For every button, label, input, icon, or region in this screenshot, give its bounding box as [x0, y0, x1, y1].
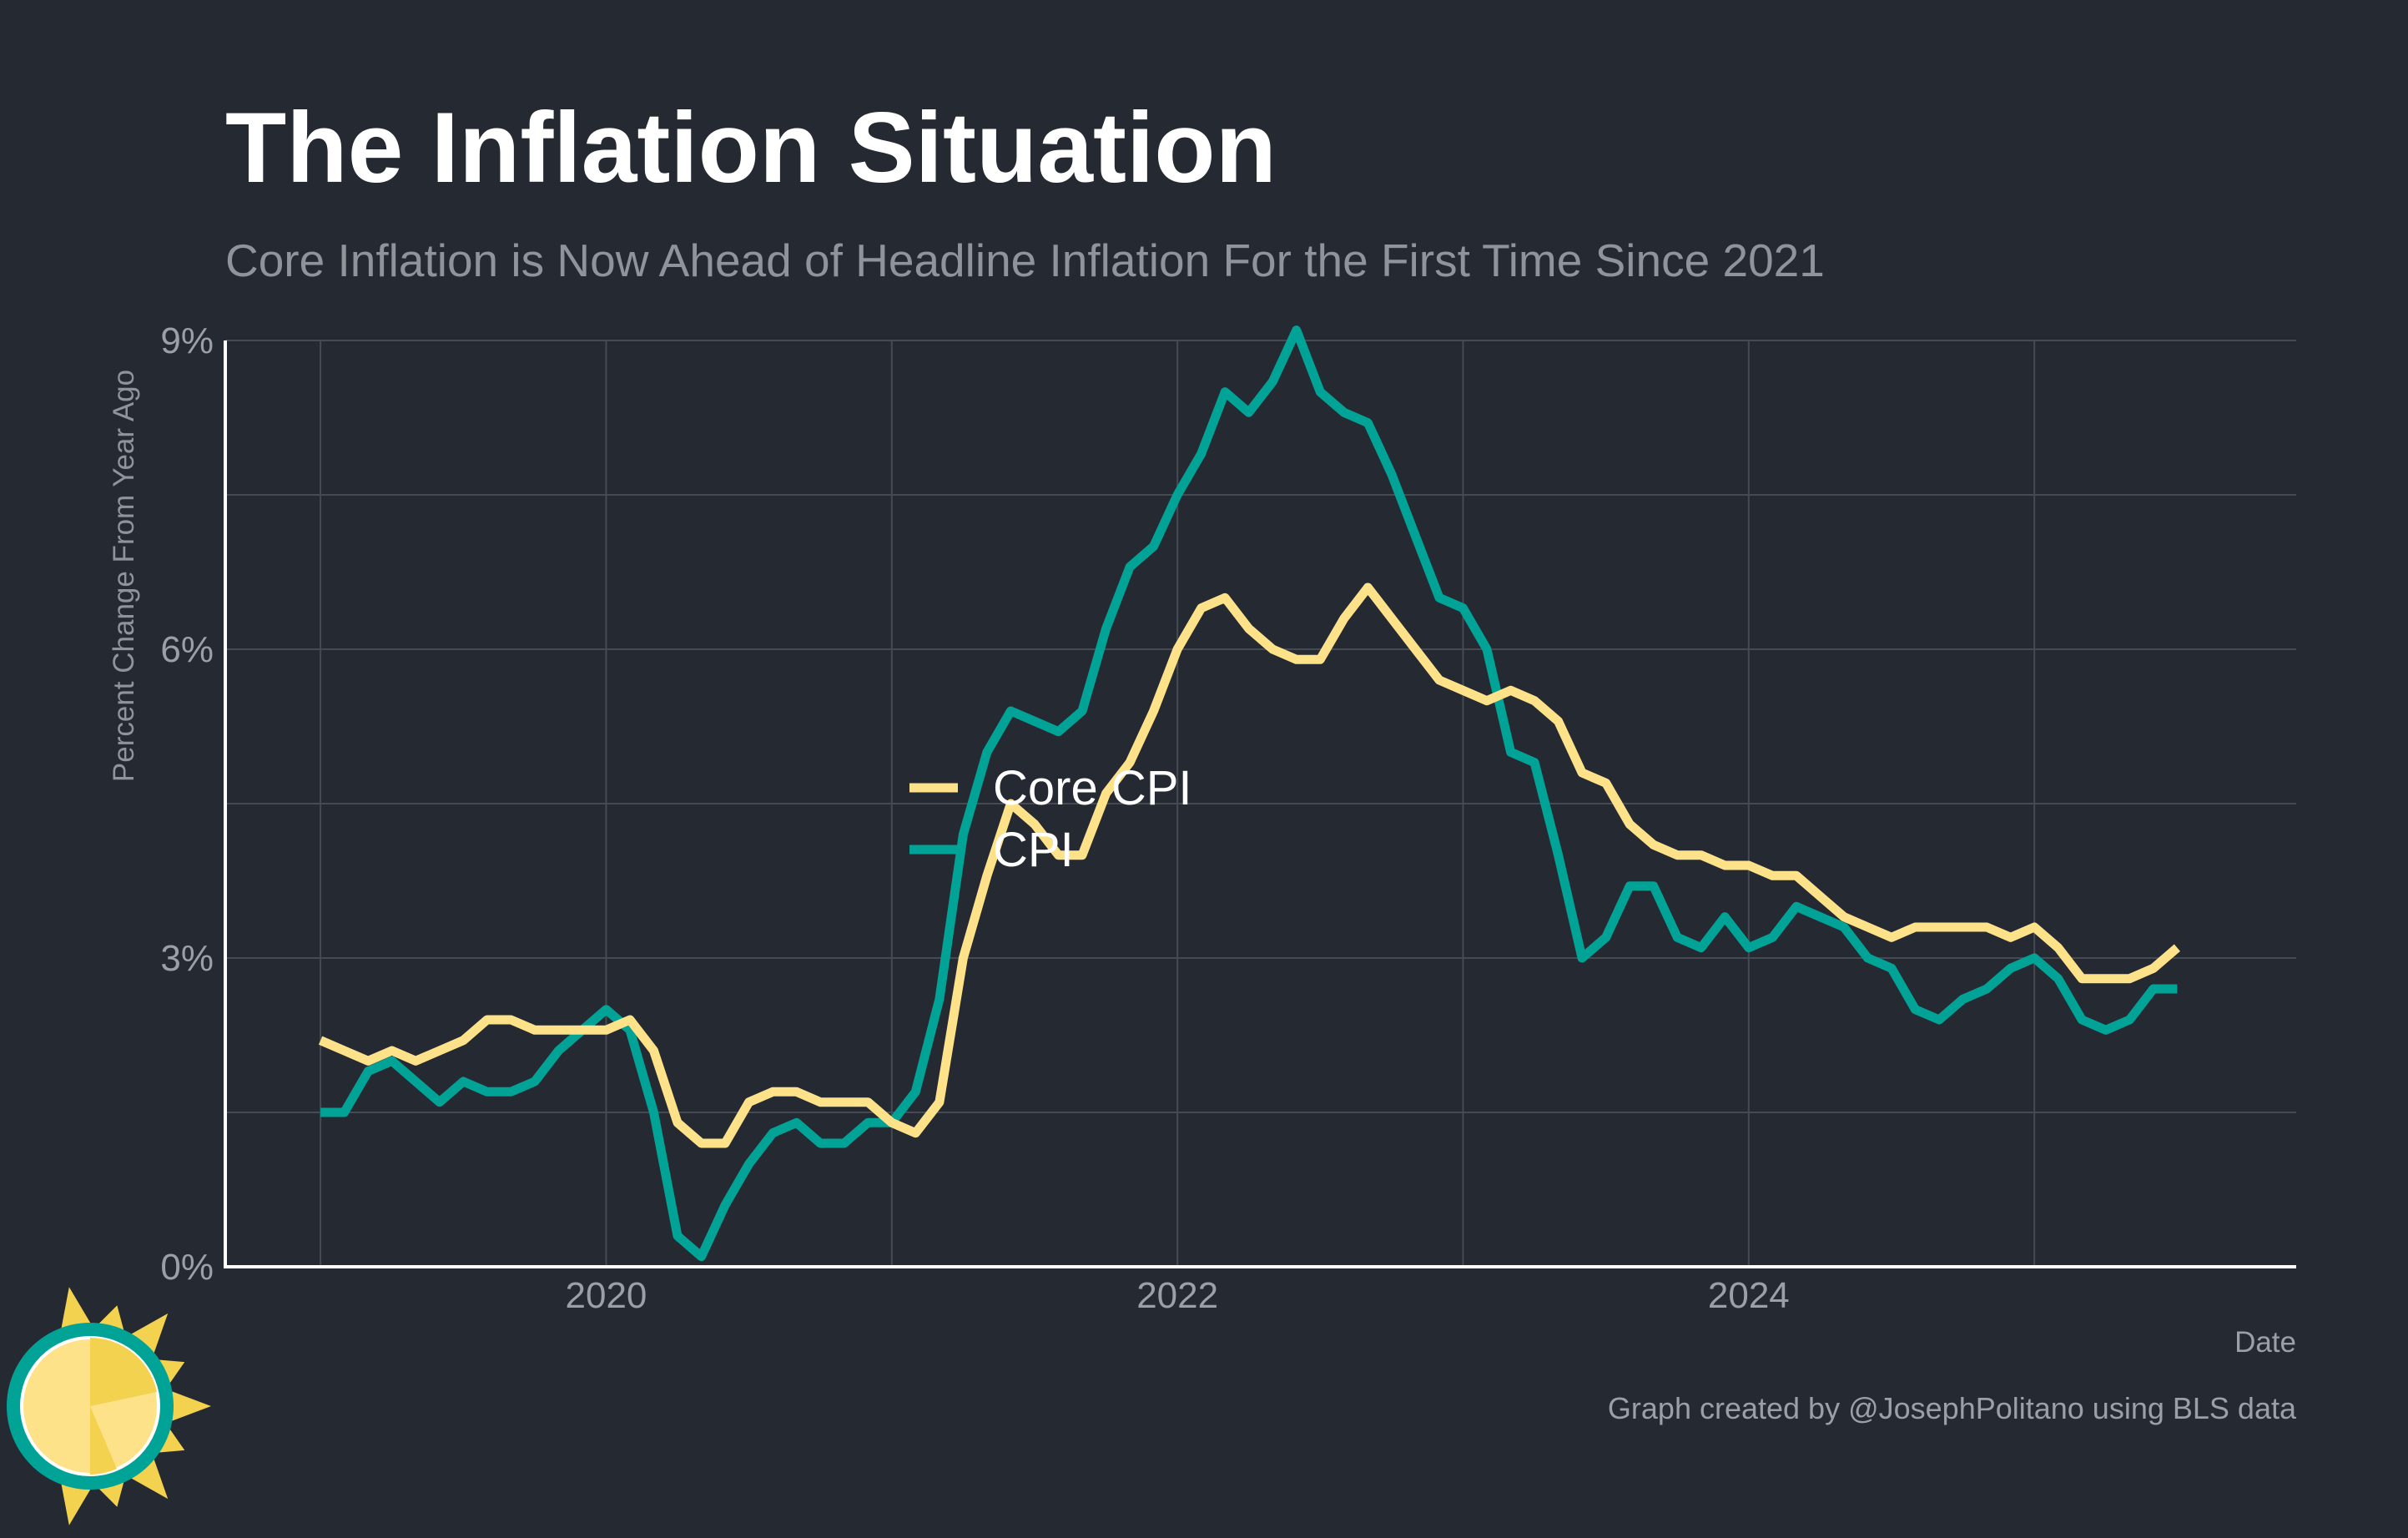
x-tick-label: 2020 [566, 1275, 647, 1316]
y-axis-label: Percent Change From Year Ago [108, 370, 140, 782]
x-axis-label: Date [2234, 1326, 2296, 1359]
tick-labels: 0% 3% 6% 9% 2020 2022 2024 [160, 320, 1789, 1316]
series-line-core-cpi [318, 582, 2180, 1148]
x-tick-label: 2024 [1708, 1275, 1790, 1316]
series-line-cpi [320, 325, 2178, 1262]
y-tick-label: 3% [160, 938, 214, 979]
legend: Core CPI CPI [909, 761, 1192, 877]
sun-ray [163, 1388, 211, 1425]
y-tick-label: 6% [160, 629, 214, 670]
sun-ray [123, 1450, 169, 1500]
chart-subtitle: Core Inflation is Now Ahead of Headline … [225, 234, 1825, 286]
chart-caption: Graph created by @JosephPolitano using B… [1608, 1391, 2297, 1425]
sun-icon [7, 1287, 211, 1525]
series-lines [318, 325, 2180, 1262]
axes [224, 340, 2296, 1268]
legend-label-core-cpi: Core CPI [993, 761, 1192, 815]
sun-ray [123, 1313, 169, 1363]
chart-title: The Inflation Situation [225, 92, 1277, 204]
y-tick-label: 0% [160, 1247, 214, 1288]
x-tick-label: 2022 [1136, 1275, 1218, 1316]
y-tick-label: 9% [160, 320, 214, 361]
legend-label-cpi: CPI [993, 823, 1074, 877]
grid [225, 340, 2296, 1267]
